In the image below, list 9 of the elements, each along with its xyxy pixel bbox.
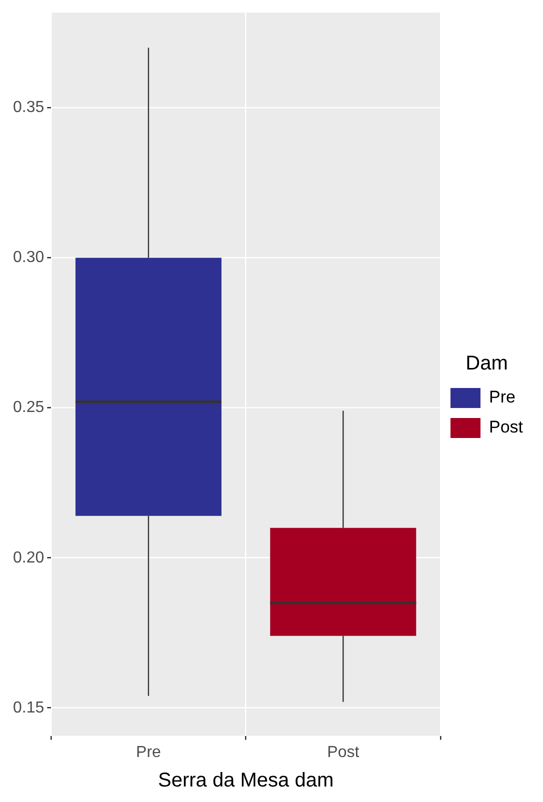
y-tick-label: 0.15	[13, 699, 44, 716]
y-tick-label: 0.25	[13, 399, 44, 416]
y-tick-label: 0.35	[13, 99, 44, 116]
x-axis-title: Serra da Mesa dam	[158, 770, 334, 792]
legend-label: Post	[488, 418, 524, 437]
y-tick-label: 0.20	[13, 549, 44, 566]
legend-label: Pre	[488, 388, 516, 407]
legend-title: Dam	[466, 352, 508, 375]
y-tick-label: 0.30	[13, 249, 44, 266]
